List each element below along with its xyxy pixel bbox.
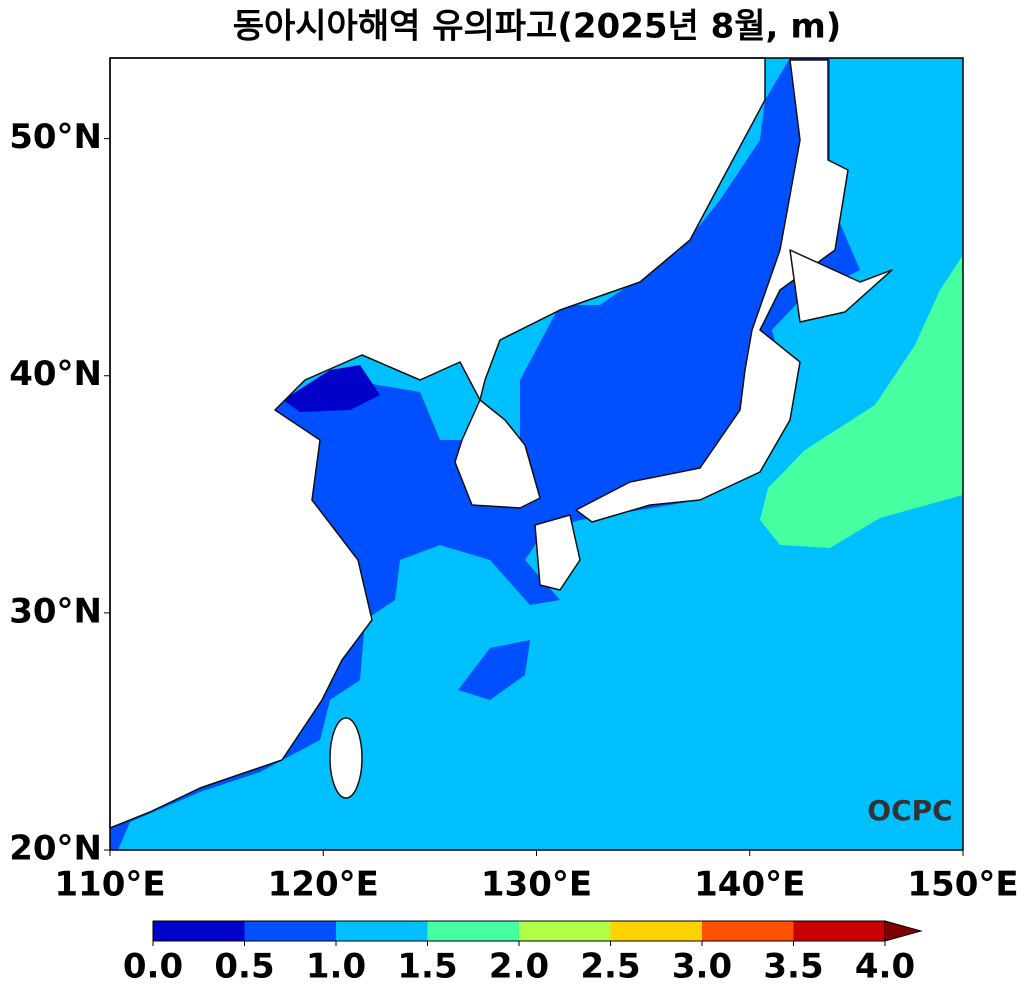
- wave-zone: [283, 365, 380, 412]
- y-tick-label: 30°N: [9, 591, 102, 631]
- colorbar-extend: [884, 920, 923, 942]
- colorbar-tick-label: 2.0: [489, 947, 549, 987]
- colorbar-segment: [702, 921, 794, 941]
- colorbar-tick-label: 0.5: [214, 947, 274, 987]
- y-tick-label: 20°N: [9, 829, 102, 869]
- logo: OCPC: [867, 794, 952, 827]
- x-tick-label: 140°E: [694, 865, 805, 905]
- y-tick-label: 50°N: [9, 117, 102, 157]
- land: [454, 399, 541, 509]
- land: [534, 514, 581, 591]
- colorbar-tick-label: 1.0: [306, 947, 366, 987]
- colorbar-segment: [519, 921, 611, 941]
- land: [329, 717, 363, 799]
- y-tick-label: 40°N: [9, 354, 102, 394]
- colorbar-tick-label: 1.5: [397, 947, 457, 987]
- land: [109, 57, 766, 829]
- x-tick-label: 130°E: [481, 865, 592, 905]
- colorbar-segment: [793, 921, 885, 941]
- x-tick-label: 150°E: [907, 865, 1018, 905]
- x-tick-label: 120°E: [268, 865, 379, 905]
- land: [789, 249, 893, 323]
- wave-zone: [458, 640, 530, 700]
- colorbar-segment: [427, 921, 519, 941]
- x-tick-label: 110°E: [54, 865, 165, 905]
- land: [575, 59, 849, 523]
- chart-title: 동아시아해역 유의파고(2025년 8월, m): [233, 7, 842, 47]
- colorbar-segment: [244, 921, 336, 941]
- colorbar-segment: [336, 921, 428, 941]
- wave-zone: [760, 255, 963, 548]
- colorbar-tick-label: 4.0: [855, 947, 915, 987]
- colorbar-segment: [153, 921, 245, 941]
- colorbar-tick-label: 3.5: [763, 947, 823, 987]
- colorbar-segment: [610, 921, 702, 941]
- colorbar-tick-label: 2.5: [580, 947, 640, 987]
- colorbar-tick-label: 3.0: [672, 947, 732, 987]
- colorbar-tick-label: 0.0: [123, 947, 183, 987]
- map: OCPC: [109, 57, 964, 851]
